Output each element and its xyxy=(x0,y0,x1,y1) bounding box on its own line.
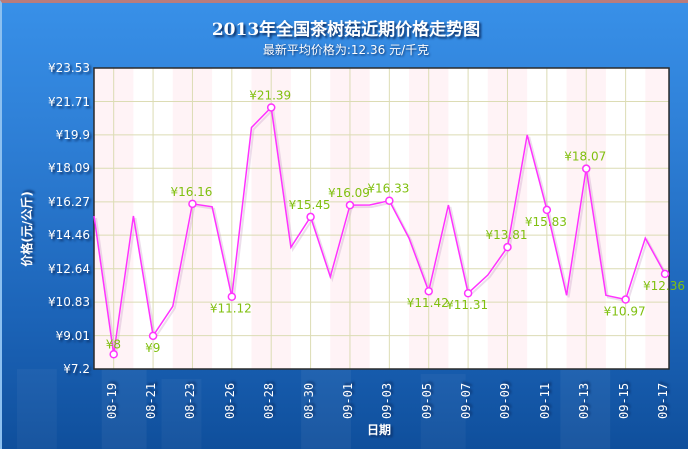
x-tick-label: 09-13 xyxy=(577,382,592,419)
y-tick-label: ¥12.64 xyxy=(48,261,90,276)
x-tick-label: 08-26 xyxy=(222,382,237,419)
data-point-label: ¥11.42 xyxy=(407,296,449,310)
series-line xyxy=(93,105,666,355)
data-point-marker[interactable] xyxy=(188,199,197,209)
y-tick-label: ¥23.53 xyxy=(48,61,90,75)
data-point-label: ¥12.36 xyxy=(643,279,685,293)
data-point-marker[interactable] xyxy=(109,350,118,359)
data-point-marker[interactable] xyxy=(424,286,433,296)
data-point-marker[interactable] xyxy=(148,331,158,341)
x-tick-label: 09-01 xyxy=(340,382,355,419)
y-tick-label: ¥21.71 xyxy=(48,94,90,109)
y-axis-label: 价格(元/公斤) xyxy=(20,191,34,267)
y-tick-label: ¥19.9 xyxy=(55,127,90,142)
x-tick-label: 08-21 xyxy=(144,382,159,419)
plot-area: ¥8 ¥9 ¥16.16 ¥11.12 ¥21.39 ¥15.45¥16.09¥16.33… xyxy=(93,67,685,370)
data-point-marker[interactable] xyxy=(542,205,552,215)
x-tick-label: 09-05 xyxy=(419,382,434,419)
y-tick-label: ¥7.2 xyxy=(63,362,90,376)
data-point-marker[interactable] xyxy=(621,295,630,304)
data-point-marker[interactable] xyxy=(581,164,591,173)
x-tick-label: 09-17 xyxy=(656,382,670,419)
x-tick-label: 08-30 xyxy=(301,382,316,419)
data-point-marker[interactable] xyxy=(306,212,315,222)
data-point-label: ¥15.45 xyxy=(289,198,331,212)
plot-band xyxy=(645,68,669,369)
data-point-label: ¥11.31 xyxy=(446,298,488,312)
data-point-marker[interactable] xyxy=(503,242,512,252)
data-point-label: ¥21.39 xyxy=(249,88,291,102)
x-tick-label: 09-07 xyxy=(459,382,474,419)
data-point-marker[interactable] xyxy=(345,200,355,210)
data-point-label: ¥8 xyxy=(106,337,121,351)
series-line-shadow xyxy=(95,107,668,357)
data-point-marker[interactable] xyxy=(385,196,394,205)
data-point-label: ¥13.81 xyxy=(485,228,527,242)
data-point-label: ¥16.09 xyxy=(328,186,370,200)
y-tick-label: ¥14.46 xyxy=(48,228,90,243)
data-point-marker[interactable] xyxy=(227,292,237,301)
x-tick-label: 09-03 xyxy=(380,382,395,419)
data-point-label: ¥11.12 xyxy=(210,302,252,316)
data-point-label: ¥16.33 xyxy=(367,182,409,196)
data-point-marker[interactable] xyxy=(266,103,276,112)
data-point-label: ¥16.16 xyxy=(170,185,212,199)
x-tick-label: 08-28 xyxy=(262,382,277,419)
x-tick-label: 08-19 xyxy=(104,382,119,419)
data-point-marker[interactable] xyxy=(463,288,473,298)
x-tick-label: 09-15 xyxy=(616,382,631,419)
y-tick-label: ¥16.27 xyxy=(48,194,90,209)
chart-title: 2013年全国茶树菇近期价格走势图 xyxy=(211,20,481,40)
x-tick-label: 09-11 xyxy=(537,382,552,419)
x-tick-label: 08-23 xyxy=(183,382,198,419)
data-point-marker[interactable] xyxy=(660,269,670,279)
data-point-label: ¥10.97 xyxy=(604,305,646,319)
data-point-label: ¥9 xyxy=(145,341,160,355)
x-axis-label: 日期 xyxy=(367,423,392,437)
data-point-label: ¥18.07 xyxy=(564,150,606,164)
y-tick-label: ¥9.01 xyxy=(55,328,90,343)
x-tick-label: 09-09 xyxy=(498,382,513,419)
data-point-label: ¥15.83 xyxy=(525,215,567,229)
y-tick-label: ¥10.83 xyxy=(48,295,90,310)
y-tick-label: ¥18.09 xyxy=(48,161,90,176)
chart-subtitle: 最新平均价格为:12.36 元/千克 xyxy=(262,43,430,57)
